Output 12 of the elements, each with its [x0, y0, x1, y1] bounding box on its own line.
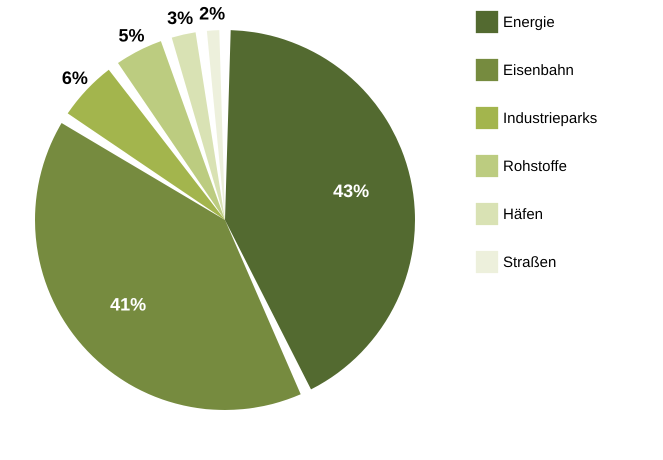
- data-label: 41%: [110, 294, 146, 314]
- data-label: 43%: [333, 180, 370, 201]
- data-label: 5%: [118, 25, 144, 46]
- data-label: 3%: [167, 8, 194, 28]
- data-label: 6%: [62, 68, 88, 88]
- legend-label: Straßen: [503, 254, 556, 271]
- legend-label: Energie: [503, 14, 555, 31]
- legend-label: Rohstoffe: [503, 158, 567, 175]
- legend-label: Eisenbahn: [503, 62, 574, 79]
- legend-label: Häfen: [503, 206, 544, 223]
- data-label: 2%: [199, 3, 226, 24]
- legend-label: Industrieparks: [503, 110, 598, 127]
